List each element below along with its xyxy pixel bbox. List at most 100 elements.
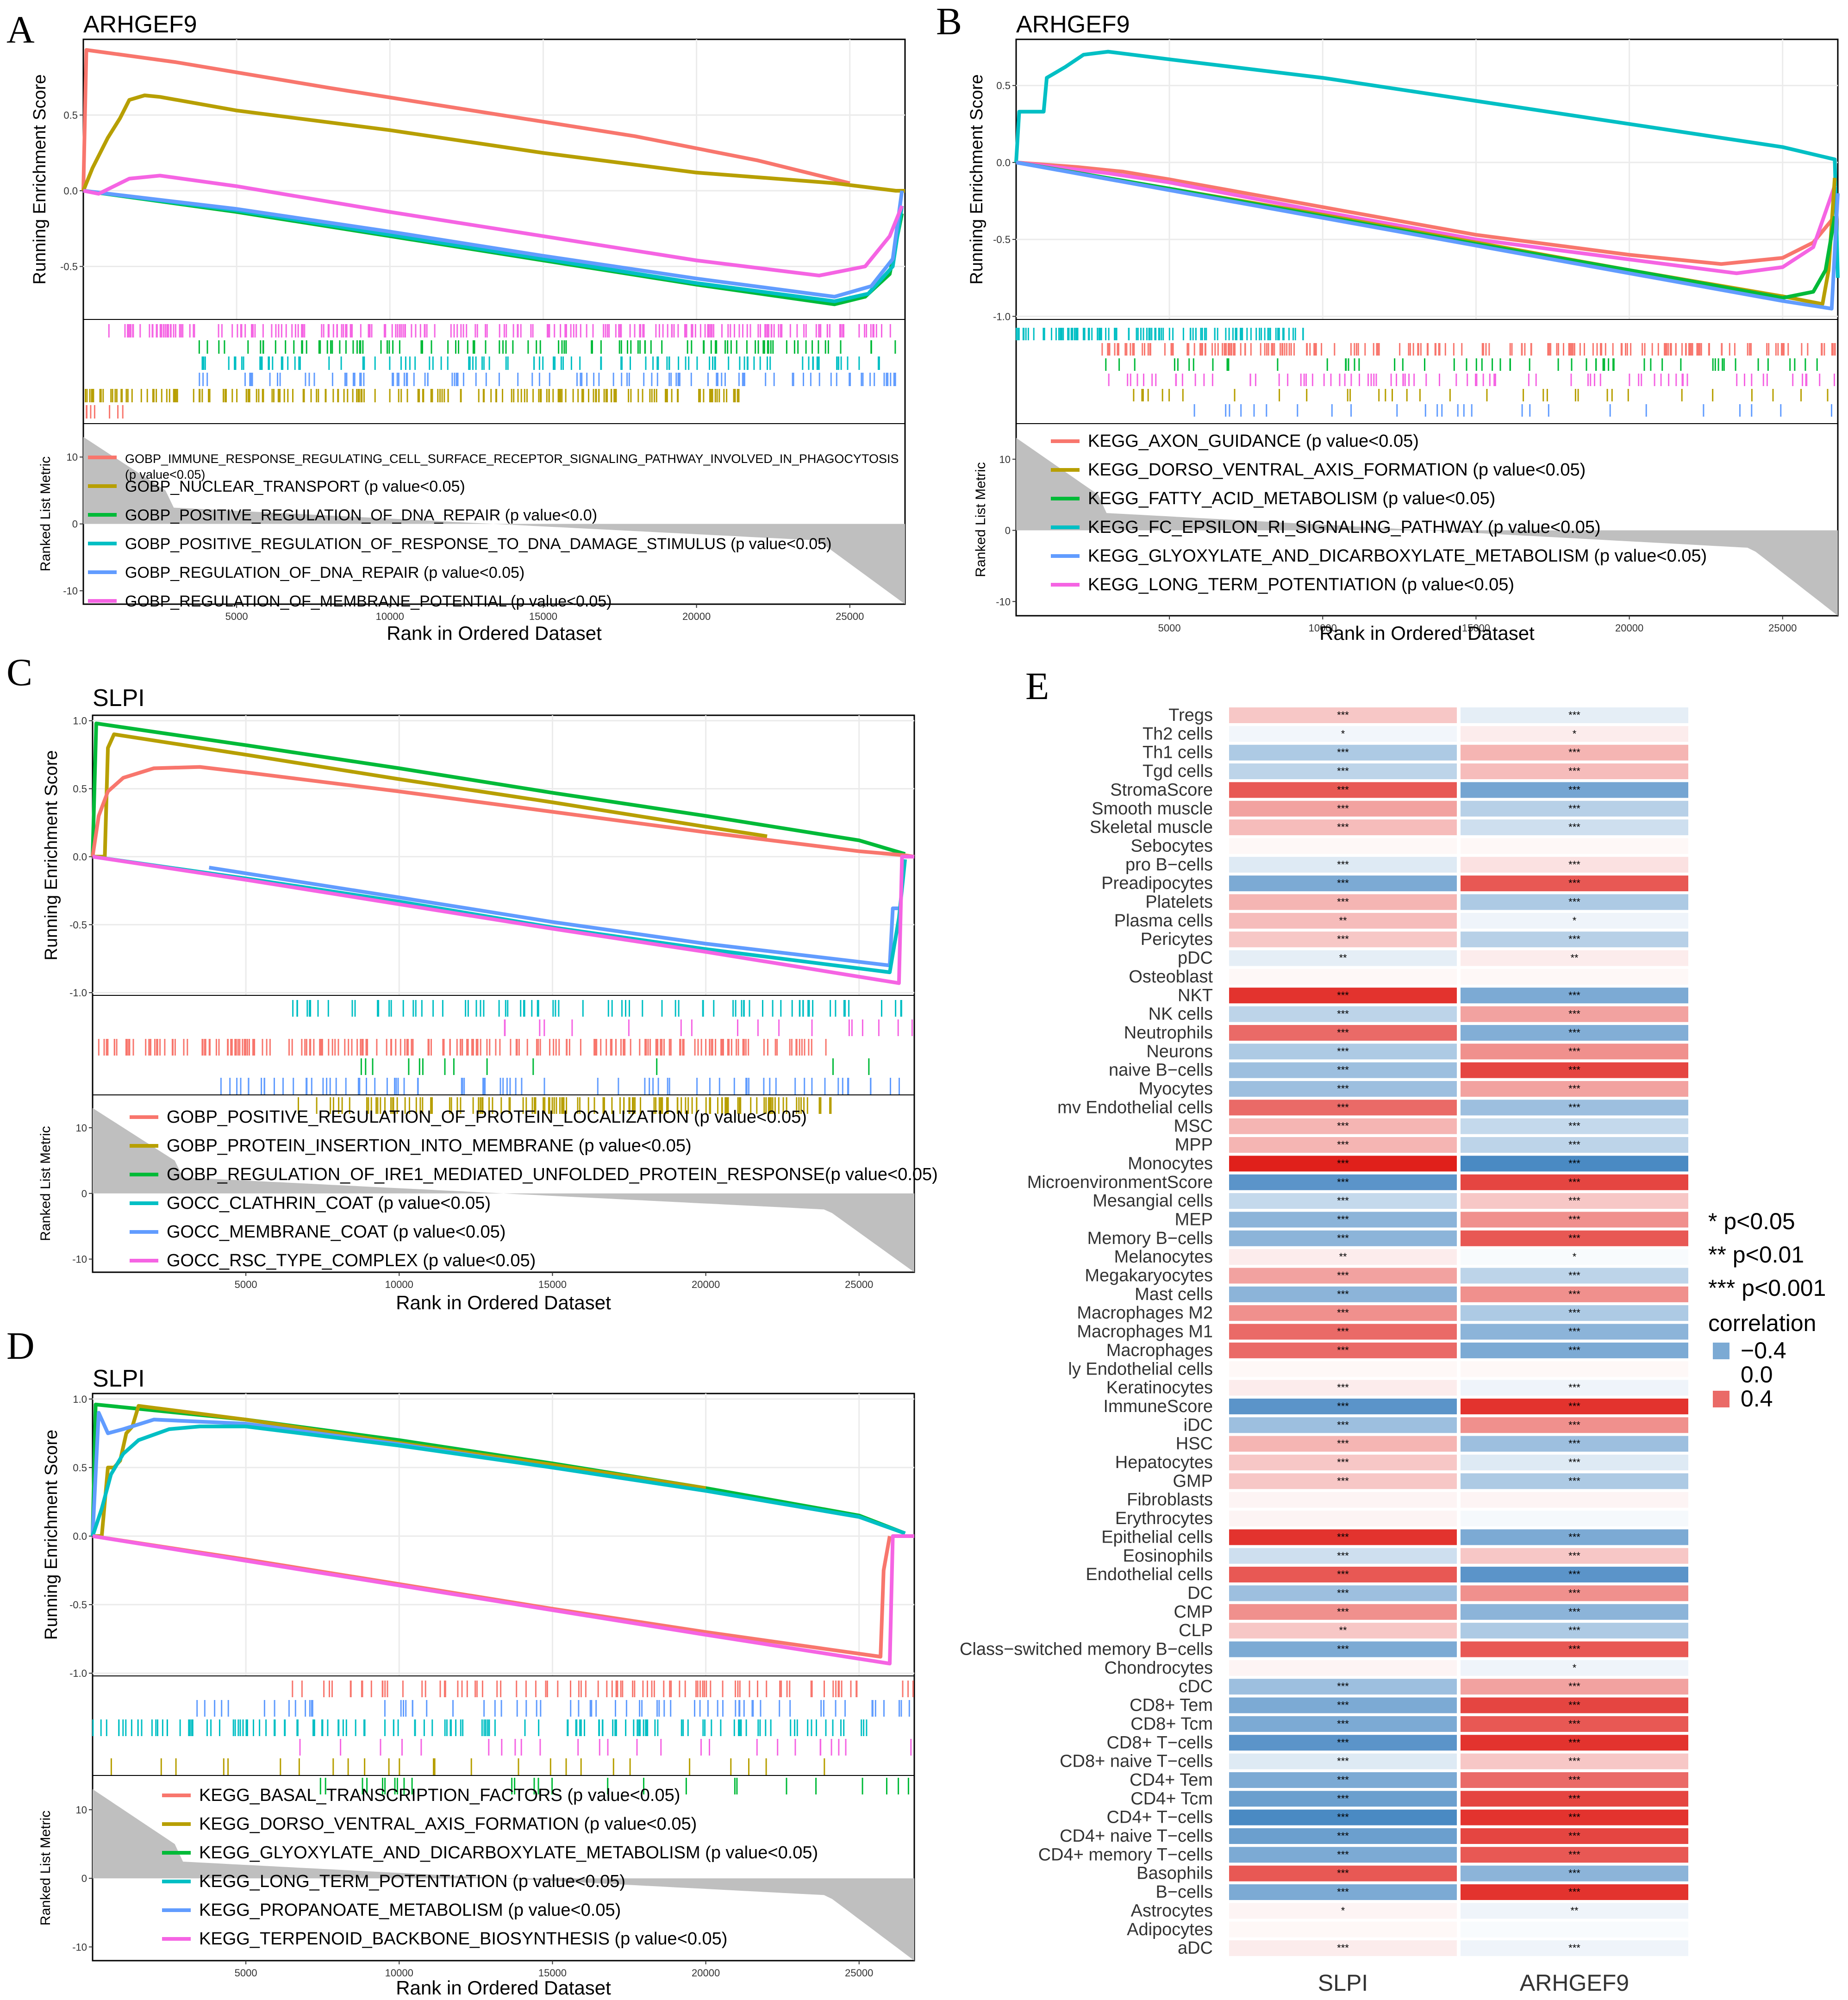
legend-label-1: KEGG_AXON_GUIDANCE (p value<0.05): [1088, 431, 1419, 451]
row-label: Myocytes: [1139, 1079, 1213, 1099]
gsea-panel-a: -0.5 0.0 0.5 10 0 -10 5000 10000 15000 20000 25000…: [30, 11, 906, 644]
significance-stars: ***: [1568, 1270, 1580, 1281]
heatmap-cell: [1461, 1305, 1688, 1321]
heatmap-cell: [1229, 1137, 1457, 1153]
metric-tick-label: 0: [72, 519, 78, 530]
significance-stars: *: [1341, 1905, 1345, 1916]
series-line-1: [1014, 50, 1840, 278]
significance-stars: ***: [1337, 1438, 1349, 1450]
legend-label-6: KEGG_TERPENOID_BACKBONE_BIOSYNTHESIS (p …: [199, 1929, 727, 1949]
heatmap-cell: [1461, 1286, 1688, 1302]
significance-stars: ***: [1337, 1737, 1349, 1748]
row-label: CMP: [1174, 1602, 1213, 1622]
y-tick-label: 0.0: [73, 1531, 87, 1542]
significance-stars: ***: [1337, 1700, 1349, 1711]
row-label: B−cells: [1155, 1882, 1213, 1902]
y-tick-label: -0.5: [69, 1599, 87, 1611]
series-line-3: [91, 765, 915, 859]
row-label: NK cells: [1149, 1005, 1213, 1024]
significance-stars: ***: [1337, 1681, 1349, 1692]
heatmap-cell: [1229, 1361, 1457, 1377]
heatmap-cell: [1229, 1193, 1457, 1209]
row-label: Keratinocytes: [1106, 1378, 1213, 1398]
significance-stars: ***: [1337, 1793, 1349, 1804]
row-label: naive B−cells: [1109, 1061, 1213, 1080]
significance-stars: ***: [1568, 1886, 1580, 1898]
significance-stars: ***: [1337, 859, 1349, 870]
series-line-2: [1016, 160, 1836, 266]
legend-label-2: GOBP_NUCLEAR_TRANSPORT (p value<0.05): [125, 478, 465, 495]
significance-stars: ***: [1337, 1587, 1349, 1599]
y-tick-label: 0.5: [63, 110, 78, 121]
x-tick-label: 15000: [529, 611, 557, 622]
significance-stars: ***: [1337, 1569, 1349, 1580]
significance-stars: ***: [1568, 877, 1580, 889]
significance-stars: ***: [1337, 1307, 1349, 1319]
row-label: Pericytes: [1141, 930, 1213, 949]
significance-stars: ***: [1568, 1756, 1580, 1767]
significance-stars: ***: [1568, 1326, 1580, 1338]
row-label: MicroenvironmentScore: [1027, 1173, 1213, 1192]
significance-stars: *: [1573, 728, 1577, 739]
significance-stars: *: [1341, 728, 1345, 739]
row-label: Plasma cells: [1114, 911, 1213, 931]
significance-stars: ***: [1568, 709, 1580, 721]
significance-stars: ***: [1337, 1942, 1349, 1954]
significance-stars: ***: [1337, 1157, 1349, 1169]
significance-stars: ***: [1568, 1027, 1580, 1038]
heatmap-cell: [1461, 1921, 1688, 1938]
heatmap-cell: [1461, 744, 1688, 761]
y-tick-label: 0.0: [63, 185, 78, 197]
y-tick-label: 0.5: [73, 1462, 87, 1474]
significance-stars: **: [1339, 1625, 1347, 1636]
heatmap-cell: [1461, 782, 1688, 798]
y-axis-label: Running Enrichment Score: [42, 750, 61, 960]
row-label: Epithelial cells: [1101, 1527, 1213, 1547]
significance-stars: ***: [1337, 989, 1349, 1001]
heatmap-cell: [1461, 1884, 1688, 1900]
plot-frame: [92, 714, 915, 1273]
row-label: Eosinophils: [1123, 1546, 1213, 1566]
row-label: CD4+ Tem: [1130, 1770, 1213, 1790]
heatmap-cell: [1461, 1137, 1688, 1153]
panel-letter-d: D: [6, 1325, 35, 1368]
heatmap-cell: [1229, 1865, 1457, 1881]
significance-stars: ***: [1568, 1700, 1580, 1711]
significance-stars: ***: [1337, 1213, 1349, 1225]
heatmap-cell: [1461, 1791, 1688, 1807]
panel-title: SLPI: [93, 685, 145, 712]
row-label: Th1 cells: [1143, 743, 1213, 762]
heatmap-cell: [1229, 1772, 1457, 1788]
significance-stars: ***: [1568, 1213, 1580, 1225]
x-tick-label: 20000: [692, 1279, 720, 1290]
heatmap-cell: [1461, 1641, 1688, 1657]
heatmap-cell: [1229, 1324, 1457, 1340]
row-label: MSC: [1174, 1117, 1213, 1136]
heatmap-cell: [1461, 1511, 1688, 1527]
heatmap-cell: [1229, 1884, 1457, 1900]
heatmap-cell: [1229, 1100, 1457, 1116]
significance-stars: ***: [1337, 1830, 1349, 1842]
heatmap-cell: [1461, 726, 1688, 742]
column-label: ARHGEF9: [1520, 1970, 1629, 1996]
significance-stars: ***: [1337, 1606, 1349, 1618]
row-label: Mesangial cells: [1093, 1191, 1213, 1211]
heatmap-cell: [1229, 1156, 1457, 1172]
heatmap-cell: [1461, 1062, 1688, 1078]
x-axis-label: Rank in Ordered Dataset: [1319, 622, 1535, 644]
significance-stars: ***: [1568, 1812, 1580, 1823]
heatmap-cell: [1229, 1398, 1457, 1414]
heatmap-cell: [1229, 1174, 1457, 1190]
heatmap-cell: [1229, 950, 1457, 966]
y-tick-label: -1.0: [993, 311, 1011, 322]
heatmap-cell: [1229, 1585, 1457, 1601]
heatmap-cell: [1229, 1081, 1457, 1097]
heatmap-cell: [1461, 1716, 1688, 1732]
significance-stars: ***: [1568, 1774, 1580, 1786]
significance-stars: ***: [1568, 1606, 1580, 1618]
row-label: Fibroblasts: [1127, 1490, 1213, 1510]
heatmap-cell: [1229, 1847, 1457, 1863]
gsea-panel-d: -1.0 -0.5 0.0 0.5 1.0 10 0 -10 5000 10000 15000 200…: [38, 1365, 915, 1999]
heatmap-cell: [1461, 800, 1688, 817]
legend-label-6: GOBP_REGULATION_OF_MEMBRANE_POTENTIAL (p…: [125, 593, 612, 610]
